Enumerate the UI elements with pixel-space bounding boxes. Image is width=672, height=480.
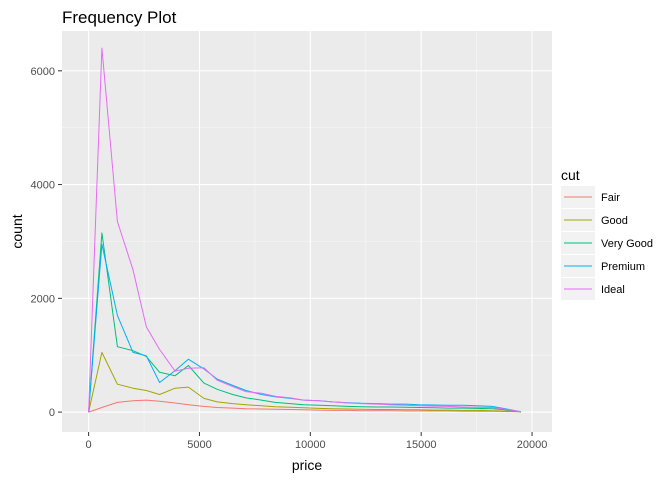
x-axis-ticks: 0 5000 10000 15000 20000 [86,432,548,451]
series-line-ideal [88,47,522,413]
series-line-very-good [88,232,522,413]
legend-label-good: Good [601,215,628,227]
y-tick-label: 2000 [31,293,55,305]
y-axis-title: count [9,214,25,248]
grid-major [62,31,552,432]
legend: cut Fair Good Very Good Premium Ideal [561,167,653,300]
x-tick-label: 20000 [517,439,548,451]
series-layer [88,47,522,413]
y-tick-label: 4000 [31,180,55,192]
x-tick-label: 0 [86,439,92,451]
legend-label-fair: Fair [601,192,620,204]
series-line-good [88,351,522,413]
legend-label-premium: Premium [601,261,645,273]
legend-label-very-good: Very Good [601,238,653,250]
y-tick-label: 0 [49,407,55,419]
x-tick-label: 10000 [295,439,326,451]
legend-title: cut [561,167,580,183]
series-line-fair [88,399,522,413]
chart-title: Frequency Plot [62,8,177,27]
x-axis-title: price [292,457,323,473]
y-tick-label: 6000 [31,66,55,78]
y-axis-ticks: 0 2000 4000 6000 [31,66,62,419]
x-tick-label: 15000 [406,439,437,451]
plot-panel [62,31,552,432]
x-tick-label: 5000 [187,439,211,451]
legend-label-ideal: Ideal [601,284,625,296]
